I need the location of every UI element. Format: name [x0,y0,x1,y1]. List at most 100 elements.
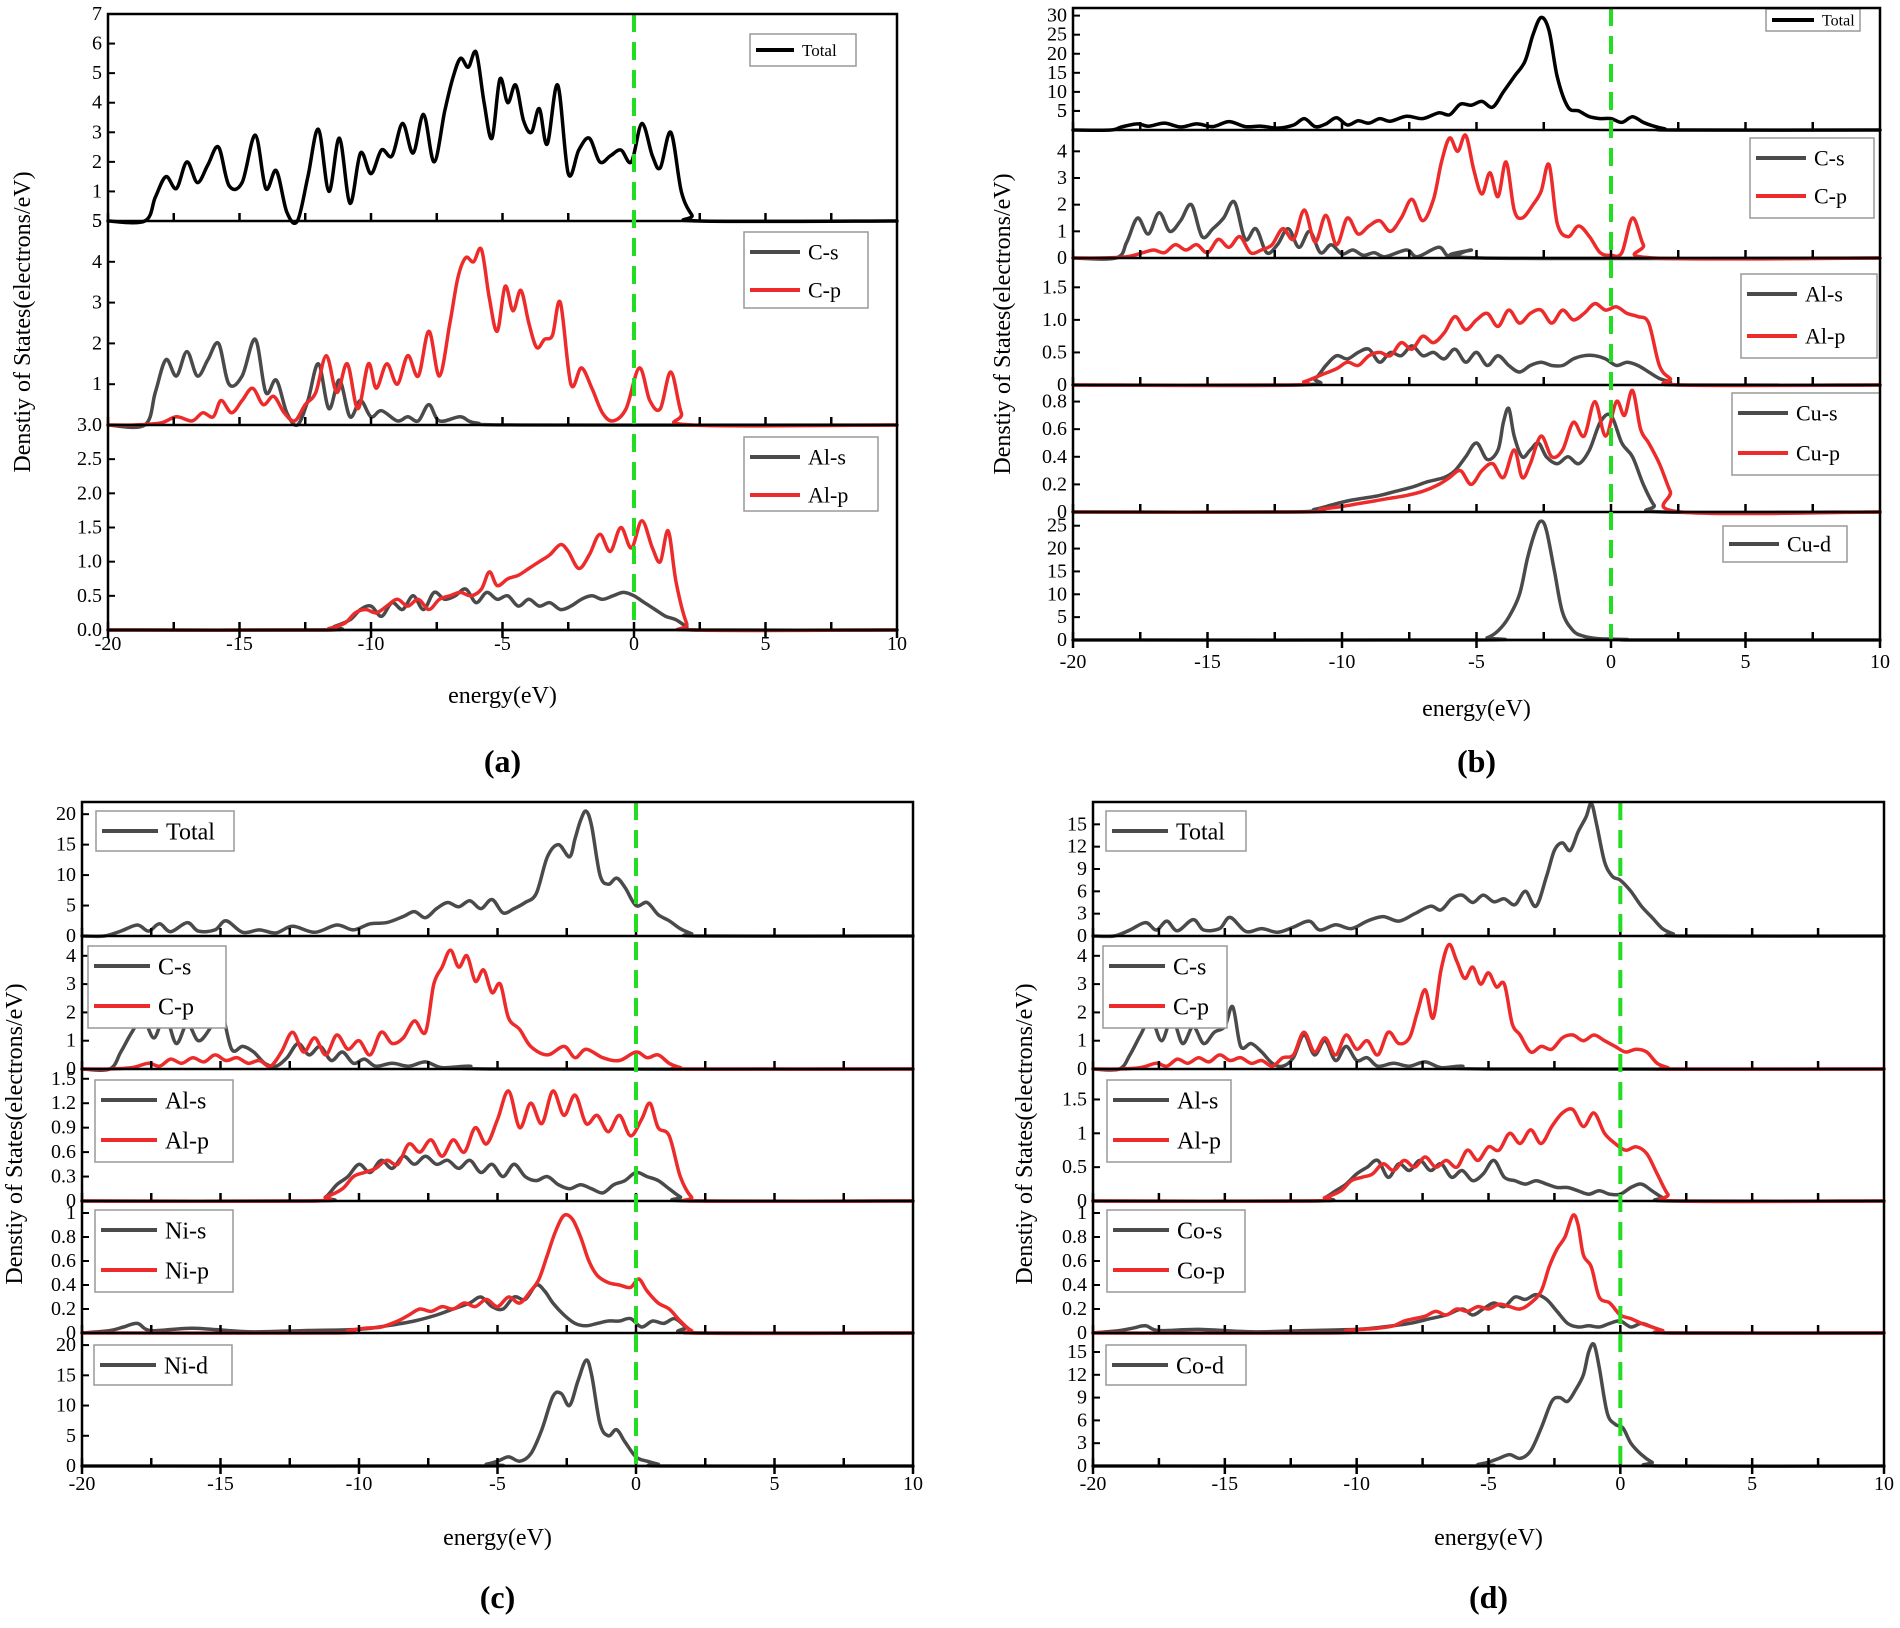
dos-curve-al-s [1091,1158,1886,1204]
y-tick-label: 3 [66,973,76,995]
y-tick-label: 5 [1057,100,1067,122]
y-tick-label: 15 [56,1364,76,1386]
y-tick-label: 1 [1077,1030,1087,1052]
legend-box [87,945,227,1029]
legend: Al-s Al-p [1740,273,1878,359]
subplot: 0 0.2 0.4 0.6 0.8 Cu-s Cu-p [1042,388,1882,523]
y-tick-label: 0 [1077,1058,1087,1080]
y-axis-label: Denstiy of States(electrons/eV) [1012,983,1038,1284]
y-tick-label: 1 [1077,1122,1087,1144]
x-tick-label: 10 [1870,651,1890,673]
y-tick-label: 2 [92,332,102,354]
y-tick-label: 20 [1047,43,1067,65]
dos-curve-al-s [80,1154,915,1204]
legend: Total [749,33,857,67]
y-tick-label: 0.3 [51,1166,76,1188]
legend-label-c-p: C-p [158,994,194,1020]
y-tick-label: 0.8 [1042,391,1067,413]
subplot: 0 1 2 3 4 C-s C-p [1057,133,1882,269]
panel-label: (a) [484,743,521,779]
legend-box [1102,945,1228,1029]
x-tick-label: -20 [1060,651,1087,673]
y-tick-label: 3 [92,121,102,143]
y-tick-label: 0.0 [77,619,102,641]
y-tick-label: 0 [66,1322,76,1344]
y-axis-label: Denstiy of States(electrons/eV) [10,171,36,472]
y-tick-label: 12 [1067,836,1087,858]
legend-box [94,1079,234,1163]
y-tick-label: 0 [1057,374,1067,396]
y-tick-label: 0 [66,1190,76,1212]
y-tick-label: 0 [1057,501,1067,523]
x-tick-label: -15 [207,1473,234,1495]
subplot: 0 1 2 3 4 C-s C-p [66,945,915,1080]
subplot: 00.3 0.60.9 1.21.5 Al-s Al-p [51,1068,915,1212]
legend-box [1105,810,1247,852]
x-tick-label: -15 [226,633,253,655]
y-tick-label: 25 [1047,515,1067,537]
legend-label-co-d: Co-d [1176,1353,1224,1379]
legend-box [1106,1079,1232,1163]
y-tick-label: 1.5 [1042,276,1067,298]
legend: Ni-s Ni-p [94,1209,234,1293]
x-tick-label: 0 [629,633,639,655]
dos-curve-al-s [1071,344,1882,388]
legend: Co-s Co-p [1106,1209,1246,1293]
dos-curve-al-p [106,518,899,633]
y-tick-label: 3 [1077,973,1087,995]
y-tick-label: 1.0 [77,551,102,573]
y-tick-label: 0 [1057,629,1067,651]
legend: Cu-s Cu-p [1731,392,1881,476]
y-tick-label: 12 [1067,1364,1087,1386]
y-tick-label: 0 [66,1455,76,1477]
legend-label-c-s: C-s [1814,146,1845,171]
y-tick-label: 1 [66,1202,76,1224]
subplot: 0 5 10 15 20 Total [56,803,915,947]
y-tick-label: 1 [1057,220,1067,242]
y-tick-label: 20 [56,803,76,825]
dos-curve-c-p [1071,133,1882,261]
x-tick-label: -5 [489,1473,506,1495]
x-axis-label: energy(eV) [1422,696,1531,722]
y-tick-label: 0.6 [51,1141,76,1163]
y-tick-label: 2 [1077,1001,1087,1023]
y-tick-label: 5 [92,210,102,232]
y-tick-label: 1 [92,373,102,395]
legend-label-al-p: Al-p [1177,1128,1221,1154]
y-tick-label: 0.5 [1042,341,1067,363]
y-tick-label: 0.6 [51,1250,76,1272]
legend-label-ni-s: Ni-s [165,1218,206,1244]
subplot: 1 2 3 4 5 C-s C-p [92,210,899,430]
legend-label-co-p: Co-p [1177,1258,1225,1284]
x-tick-label: 5 [1741,651,1751,673]
y-tick-label: 4 [1057,140,1067,162]
legend-box [1106,1209,1246,1293]
y-tick-label: 0.6 [1062,1250,1087,1272]
y-tick-label: 6 [1077,880,1087,902]
panel-label: (c) [480,1579,516,1615]
y-tick-label: 0 [66,1058,76,1080]
legend-label-c-s: C-s [1173,954,1206,980]
subplot: 0 1 2 3 4 C-s C-p [1077,942,1886,1080]
x-tick-label: -15 [1194,651,1221,673]
x-tick-label: -20 [95,633,122,655]
y-tick-label: 0 [1057,247,1067,269]
y-tick-label: 5 [92,62,102,84]
dos-curve-cu-s [1071,406,1882,515]
y-tick-label: 20 [56,1334,76,1356]
legend-label-co-s: Co-s [1177,1218,1222,1244]
y-tick-label: 2.0 [77,482,102,504]
y-tick-label: 15 [1067,1341,1087,1363]
y-tick-label: 2 [1057,194,1067,216]
y-tick-label: 5 [66,895,76,917]
y-tick-label: 0.2 [1062,1298,1087,1320]
legend-label-al-p: Al-p [1805,324,1845,349]
y-tick-label: 10 [1047,583,1067,605]
y-tick-label: 3 [1077,903,1087,925]
dos-curve-total [80,809,915,939]
